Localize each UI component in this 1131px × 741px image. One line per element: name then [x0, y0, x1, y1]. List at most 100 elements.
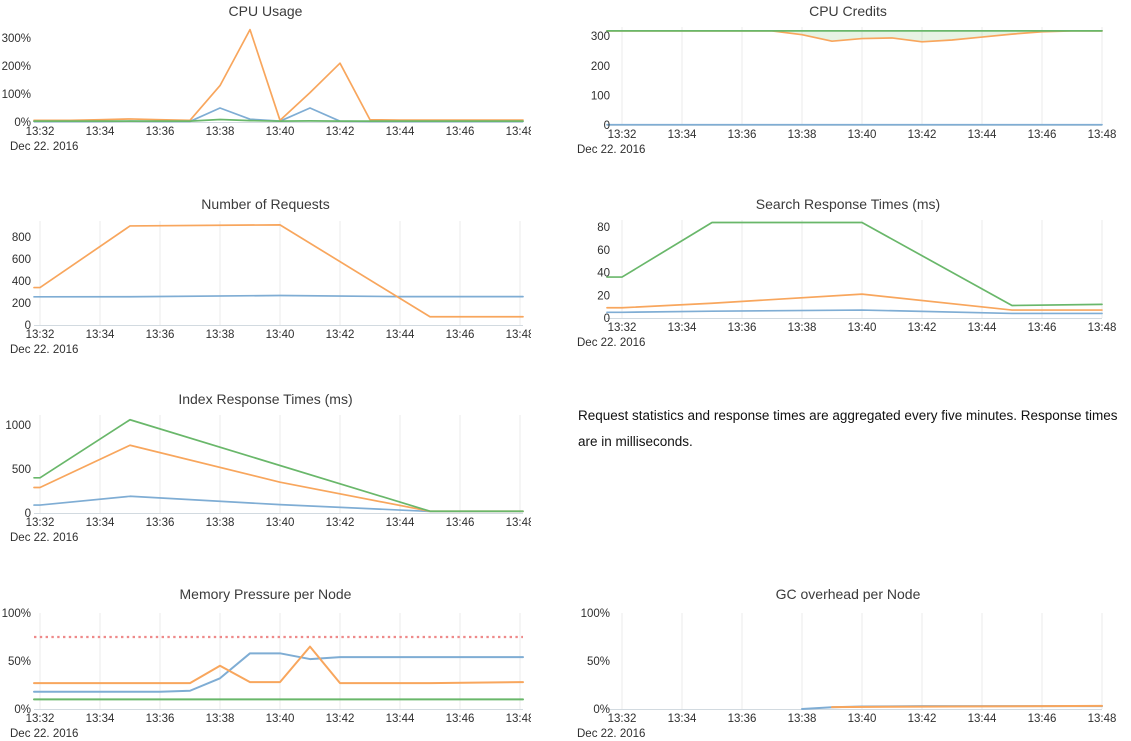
y-tick-label: 80 [597, 222, 610, 234]
series-line-orange [33, 444, 524, 513]
y-tick-label: 0 [25, 508, 31, 520]
x-tick-label: 13:48 [1088, 129, 1117, 141]
index-response-times-chart: 0 500 1000 13:32 13:34 13:36 13:38 13:40 13:42 13… [0, 388, 531, 550]
x-tick-label: 13:32 [608, 322, 637, 334]
x-tick-label: 13:42 [326, 329, 355, 341]
x-tick-label: 13:46 [446, 517, 475, 529]
fill-between-area [607, 30, 1102, 42]
y-tick-label: 20 [597, 290, 610, 302]
x-tick-label: 13:44 [968, 322, 997, 334]
chart-title: GC overhead per Node [775, 586, 921, 602]
search-response-times-plot[interactable]: 0 20 40 60 80 13:32 13:34 13:36 13:38 13:40 13:42 1… [565, 193, 1131, 355]
series-line-blue [606, 309, 1103, 315]
x-tick-label: 13:38 [788, 129, 817, 141]
search-response-times-chart: 0 20 40 60 80 13:32 13:34 13:36 13:38 13:40 13:42 1… [565, 193, 1131, 355]
x-tick-label: 13:44 [386, 517, 415, 529]
series-line-orange [606, 293, 1103, 311]
x-tick-label: 13:46 [1028, 713, 1057, 725]
series-line-orange [831, 704, 1103, 709]
series-line-blue [33, 495, 524, 513]
y-tick-label: 200% [2, 61, 31, 73]
x-tick-label: 13:34 [86, 329, 115, 341]
x-tick-label: 13:32 [608, 129, 637, 141]
date-label: Dec 22. 2016 [577, 728, 645, 740]
x-tick-label: 13:32 [26, 517, 55, 529]
x-tick-label: 13:36 [146, 126, 175, 138]
index-response-times-plot[interactable]: 0 500 1000 13:32 13:34 13:36 13:38 13:40 13:42 13… [0, 388, 531, 550]
x-tick-label: 13:46 [1028, 322, 1057, 334]
x-tick-label: 13:34 [86, 713, 115, 725]
number-of-requests-plot[interactable]: 0 200 400 600 800 13:32 13:34 13:36 13:38 13:40 13… [0, 193, 531, 355]
series-line-orange [33, 645, 524, 685]
y-tick-label: 0 [604, 313, 610, 325]
x-tick-label: 13:38 [206, 126, 235, 138]
y-tick-label: 1000 [5, 420, 31, 432]
chart-title: Number of Requests [201, 196, 330, 212]
x-tick-label: 13:38 [206, 329, 235, 341]
x-tick-label: 13:44 [386, 713, 415, 725]
y-tick-label: 400 [12, 276, 31, 288]
x-tick-label: 13:36 [728, 713, 757, 725]
x-tick-label: 13:32 [26, 329, 55, 341]
x-tick-label: 13:48 [506, 126, 531, 138]
y-tick-label: 200 [12, 298, 31, 310]
cpu-credits-chart: 0 100 200 300 13:32 13:34 13:36 13:38 13:40 13:42… [565, 0, 1131, 160]
series-line-green [606, 221, 1103, 307]
x-tick-label: 13:34 [86, 517, 115, 529]
x-tick-label: 13:36 [146, 517, 175, 529]
series-line-orange [33, 28, 524, 122]
x-tick-label: 13:40 [266, 126, 295, 138]
x-tick-label: 13:34 [668, 713, 697, 725]
x-tick-label: 13:40 [848, 129, 877, 141]
x-tick-label: 13:40 [266, 329, 295, 341]
series-line-green [33, 418, 524, 513]
x-tick-label: 13:48 [506, 713, 531, 725]
x-tick-label: 13:38 [788, 322, 817, 334]
memory-pressure-chart: 0% 50% 100% 13:32 13:34 13:36 13:38 13:40 13:42 1… [0, 583, 531, 741]
memory-pressure-plot[interactable]: 0% 50% 100% 13:32 13:34 13:36 13:38 13:40 13:42 1… [0, 583, 531, 741]
series-line-blue [33, 294, 524, 298]
y-tick-label: 100% [2, 89, 31, 101]
y-tick-label: 300% [2, 33, 31, 45]
chart-title: Search Response Times (ms) [755, 196, 941, 212]
x-tick-label: 13:48 [1088, 322, 1117, 334]
cpu-credits-plot[interactable]: 0 100 200 300 13:32 13:34 13:36 13:38 13:40 13:42… [565, 0, 1131, 160]
y-tick-label: 0 [25, 320, 31, 332]
x-tick-label: 13:42 [326, 517, 355, 529]
x-tick-label: 13:36 [728, 322, 757, 334]
date-label: Dec 22. 2016 [577, 337, 645, 349]
x-tick-label: 13:40 [266, 517, 295, 529]
y-tick-label: 300 [591, 31, 610, 43]
cpu-usage-plot[interactable]: 0% 100% 200% 300% 13:32 13:34 13:36 13:38 13:40 1… [0, 0, 531, 160]
x-tick-label: 13:34 [668, 322, 697, 334]
chart-title: CPU Usage [228, 3, 303, 19]
date-label: Dec 22. 2016 [577, 144, 645, 156]
x-tick-label: 13:38 [788, 713, 817, 725]
series-line-blue [33, 652, 524, 693]
y-tick-label: 200 [591, 61, 610, 73]
x-tick-label: 13:40 [848, 713, 877, 725]
x-tick-label: 13:38 [206, 713, 235, 725]
aggregation-note: Request statistics and response times ar… [578, 408, 1118, 449]
x-tick-label: 13:36 [146, 713, 175, 725]
date-label: Dec 22. 2016 [10, 344, 78, 355]
x-tick-label: 13:32 [26, 126, 55, 138]
x-tick-label: 13:34 [86, 126, 115, 138]
x-tick-label: 13:36 [146, 329, 175, 341]
y-tick-label: 50% [587, 656, 610, 668]
x-tick-label: 13:36 [728, 129, 757, 141]
y-tick-label: 100% [581, 608, 610, 620]
y-tick-label: 0% [14, 117, 31, 129]
x-tick-label: 13:34 [668, 129, 697, 141]
x-tick-label: 13:44 [968, 129, 997, 141]
y-tick-label: 0 [604, 120, 610, 132]
x-tick-label: 13:38 [206, 517, 235, 529]
x-tick-label: 13:42 [326, 713, 355, 725]
x-tick-label: 13:42 [908, 713, 937, 725]
series-line-green [33, 118, 524, 123]
x-tick-label: 13:40 [266, 713, 295, 725]
chart-title: Memory Pressure per Node [179, 586, 352, 602]
x-tick-label: 13:40 [848, 322, 877, 334]
gc-overhead-plot[interactable]: 0% 50% 100% 13:32 13:34 13:36 13:38 13:40 13:42 1… [565, 583, 1131, 741]
